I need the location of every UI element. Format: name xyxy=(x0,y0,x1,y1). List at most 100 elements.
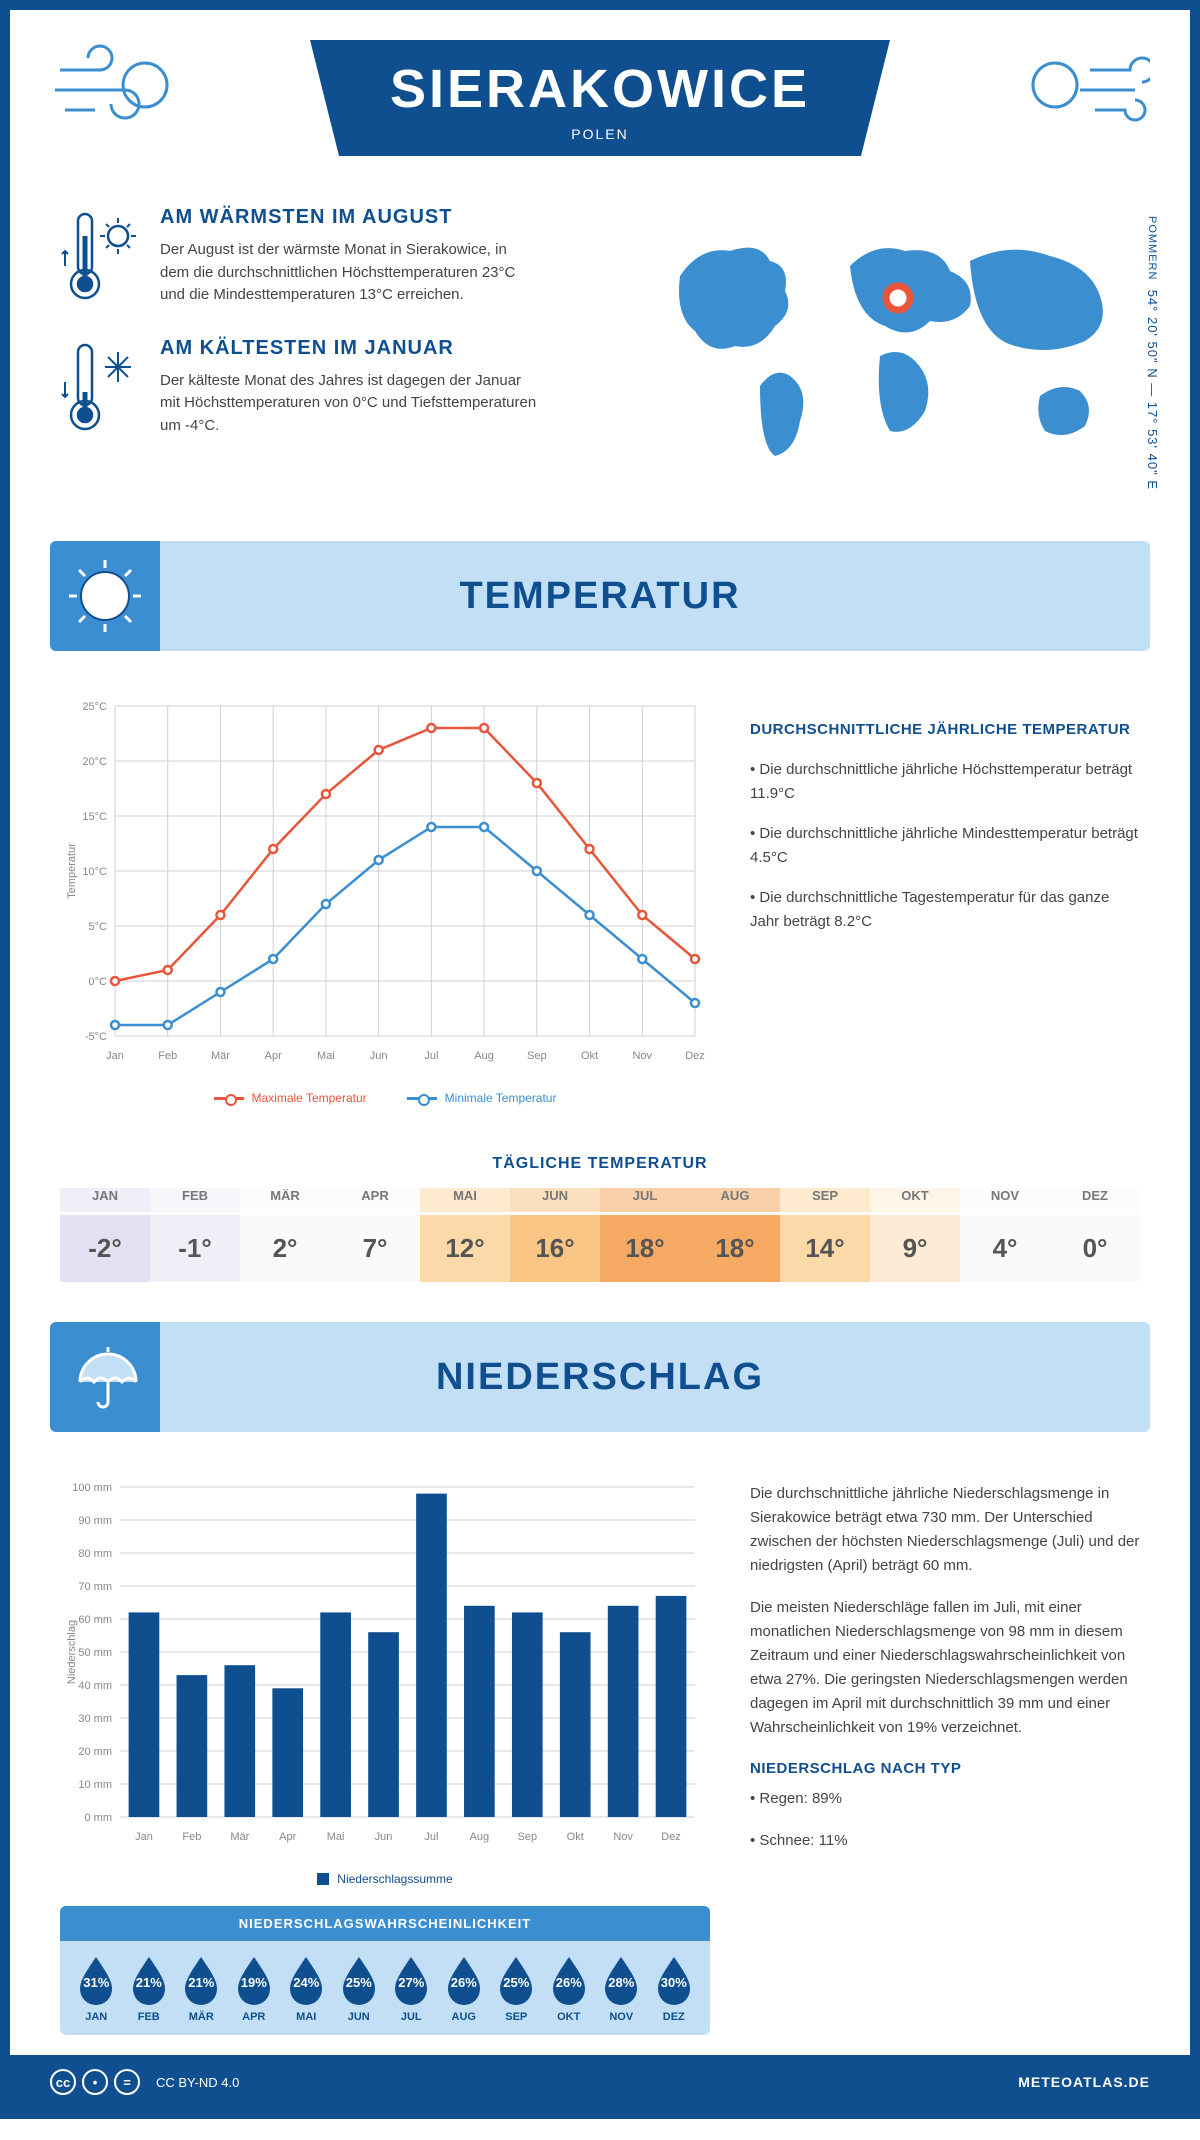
temp-cell: FEB-1° xyxy=(150,1188,240,1282)
temperature-info: DURCHSCHNITTLICHE JÄHRLICHE TEMPERATUR •… xyxy=(750,691,1140,1105)
daily-temp-title: TÄGLICHE TEMPERATUR xyxy=(10,1155,1190,1173)
probability-cell: 30%DEZ xyxy=(648,1953,701,2023)
svg-text:Jun: Jun xyxy=(375,1831,393,1843)
probability-cell: 26%AUG xyxy=(438,1953,491,2023)
svg-text:60 mm: 60 mm xyxy=(78,1614,112,1626)
footer: cc • = CC BY-ND 4.0 METEOATLAS.DE xyxy=(10,2055,1190,2109)
legend-min: Minimale Temperatur xyxy=(445,1091,557,1105)
probability-cell: 27%JUL xyxy=(385,1953,438,2023)
svg-text:10°C: 10°C xyxy=(82,866,107,878)
country-name: POLEN xyxy=(390,126,810,142)
svg-text:Nov: Nov xyxy=(613,1831,633,1843)
location-marker xyxy=(886,286,910,310)
header: SIERAKOWICE POLEN xyxy=(10,10,1190,176)
svg-text:0°C: 0°C xyxy=(89,976,108,988)
svg-text:Nov: Nov xyxy=(632,1050,652,1062)
probability-cell: 31%JAN xyxy=(70,1953,123,2023)
svg-text:Mär: Mär xyxy=(211,1050,230,1062)
svg-text:5°C: 5°C xyxy=(89,921,108,933)
precip-type-1: • Schnee: 11% xyxy=(750,1829,1140,1853)
svg-text:0 mm: 0 mm xyxy=(85,1812,113,1824)
temp-cell: MAI12° xyxy=(420,1188,510,1282)
temperature-title: TEMPERATUR xyxy=(160,575,1150,618)
svg-text:Jan: Jan xyxy=(135,1831,153,1843)
wind-icon-left xyxy=(50,40,190,140)
temp-cell: MÄR2° xyxy=(240,1188,330,1282)
cc-icon: cc xyxy=(50,2069,76,2095)
probability-cell: 21%MÄR xyxy=(175,1953,228,2023)
svg-text:25°C: 25°C xyxy=(82,701,107,713)
drop-icon: 25% xyxy=(495,1953,537,2005)
line-chart-wrap: -5°C0°C5°C10°C15°C20°C25°CJanFebMärAprMa… xyxy=(60,691,710,1105)
probability-cell: 21%FEB xyxy=(123,1953,176,2023)
drop-icon: 21% xyxy=(180,1953,222,2005)
temp-cell: JAN-2° xyxy=(60,1188,150,1282)
temperature-line-chart: -5°C0°C5°C10°C15°C20°C25°CJanFebMärAprMa… xyxy=(60,691,710,1071)
temp-cell: AUG18° xyxy=(690,1188,780,1282)
world-map xyxy=(640,206,1140,486)
temperature-banner: TEMPERATUR xyxy=(50,541,1150,651)
world-map-wrap: POMMERN 54° 20' 50" N — 17° 53' 40" E xyxy=(640,206,1140,491)
svg-text:70 mm: 70 mm xyxy=(78,1581,112,1593)
precip-title: NIEDERSCHLAG xyxy=(160,1356,1150,1399)
svg-text:Sep: Sep xyxy=(518,1831,538,1843)
footer-site: METEOATLAS.DE xyxy=(1018,2074,1150,2090)
drop-icon: 26% xyxy=(443,1953,485,2005)
svg-text:50 mm: 50 mm xyxy=(78,1647,112,1659)
svg-text:Mai: Mai xyxy=(317,1050,335,1062)
svg-text:Jun: Jun xyxy=(370,1050,388,1062)
svg-text:Jul: Jul xyxy=(424,1050,438,1062)
drop-icon: 31% xyxy=(75,1953,117,2005)
precip-info: Die durchschnittliche jährliche Niedersc… xyxy=(750,1472,1140,2035)
drop-icon: 30% xyxy=(653,1953,695,2005)
temp-bullet-2: • Die durchschnittliche Tagestemperatur … xyxy=(750,886,1140,934)
fact-cold-title: AM KÄLTESTEN IM JANUAR xyxy=(160,337,540,360)
svg-text:Okt: Okt xyxy=(581,1050,598,1062)
probability-cell: 24%MAI xyxy=(280,1953,333,2023)
precip-type-0: • Regen: 89% xyxy=(750,1787,1140,1811)
svg-text:Feb: Feb xyxy=(158,1050,177,1062)
svg-text:Aug: Aug xyxy=(470,1831,490,1843)
temp-bullet-0: • Die durchschnittliche jährliche Höchst… xyxy=(750,758,1140,806)
svg-text:-5°C: -5°C xyxy=(85,1031,107,1043)
probability-cell: 25%SEP xyxy=(490,1953,543,2023)
wind-icon-right xyxy=(1010,40,1150,140)
probability-cell: 28%NOV xyxy=(595,1953,648,2023)
svg-text:Dez: Dez xyxy=(685,1050,705,1062)
svg-text:Dez: Dez xyxy=(661,1831,681,1843)
probability-cell: 25%JUN xyxy=(333,1953,386,2023)
svg-text:Sep: Sep xyxy=(527,1050,547,1062)
temp-cell: JUN16° xyxy=(510,1188,600,1282)
svg-text:Jul: Jul xyxy=(424,1831,438,1843)
svg-text:Aug: Aug xyxy=(474,1050,494,1062)
svg-text:90 mm: 90 mm xyxy=(78,1515,112,1527)
fact-coldest: AM KÄLTESTEN IM JANUAR Der kälteste Mona… xyxy=(60,337,600,438)
drop-icon: 27% xyxy=(390,1953,432,2005)
temperature-content: -5°C0°C5°C10°C15°C20°C25°CJanFebMärAprMa… xyxy=(10,661,1190,1135)
temp-cell: OKT9° xyxy=(870,1188,960,1282)
temp-cell: SEP14° xyxy=(780,1188,870,1282)
svg-text:30 mm: 30 mm xyxy=(78,1713,112,1725)
svg-text:Okt: Okt xyxy=(567,1831,584,1843)
precip-p1: Die durchschnittliche jährliche Niedersc… xyxy=(750,1482,1140,1578)
drop-icon: 28% xyxy=(600,1953,642,2005)
temp-cell: DEZ0° xyxy=(1050,1188,1140,1282)
svg-text:Mai: Mai xyxy=(327,1831,345,1843)
city-name: SIERAKOWICE xyxy=(390,58,810,120)
svg-text:20 mm: 20 mm xyxy=(78,1746,112,1758)
drop-icon: 24% xyxy=(285,1953,327,2005)
temp-bullet-1: • Die durchschnittliche jährliche Mindes… xyxy=(750,822,1140,870)
cc-license: cc • = CC BY-ND 4.0 xyxy=(50,2069,239,2095)
daily-temp-table: JAN-2° FEB-1° MÄR2° APR7° MAI12° JUN16° … xyxy=(60,1188,1140,1282)
svg-text:40 mm: 40 mm xyxy=(78,1680,112,1692)
sun-icon xyxy=(50,541,160,651)
precip-type-heading: NIEDERSCHLAG NACH TYP xyxy=(750,1760,1140,1777)
intro-facts: AM WÄRMSTEN IM AUGUST Der August ist der… xyxy=(60,206,600,491)
precip-content: 0 mm10 mm20 mm30 mm40 mm50 mm60 mm70 mm8… xyxy=(10,1442,1190,2055)
svg-text:10 mm: 10 mm xyxy=(78,1779,112,1791)
svg-text:Apr: Apr xyxy=(265,1050,282,1062)
probability-title: NIEDERSCHLAGSWAHRSCHEINLICHKEIT xyxy=(60,1906,710,1941)
page-frame: SIERAKOWICE POLEN xyxy=(0,0,1200,2119)
svg-text:15°C: 15°C xyxy=(82,811,107,823)
fact-warmest: AM WÄRMSTEN IM AUGUST Der August ist der… xyxy=(60,206,600,307)
